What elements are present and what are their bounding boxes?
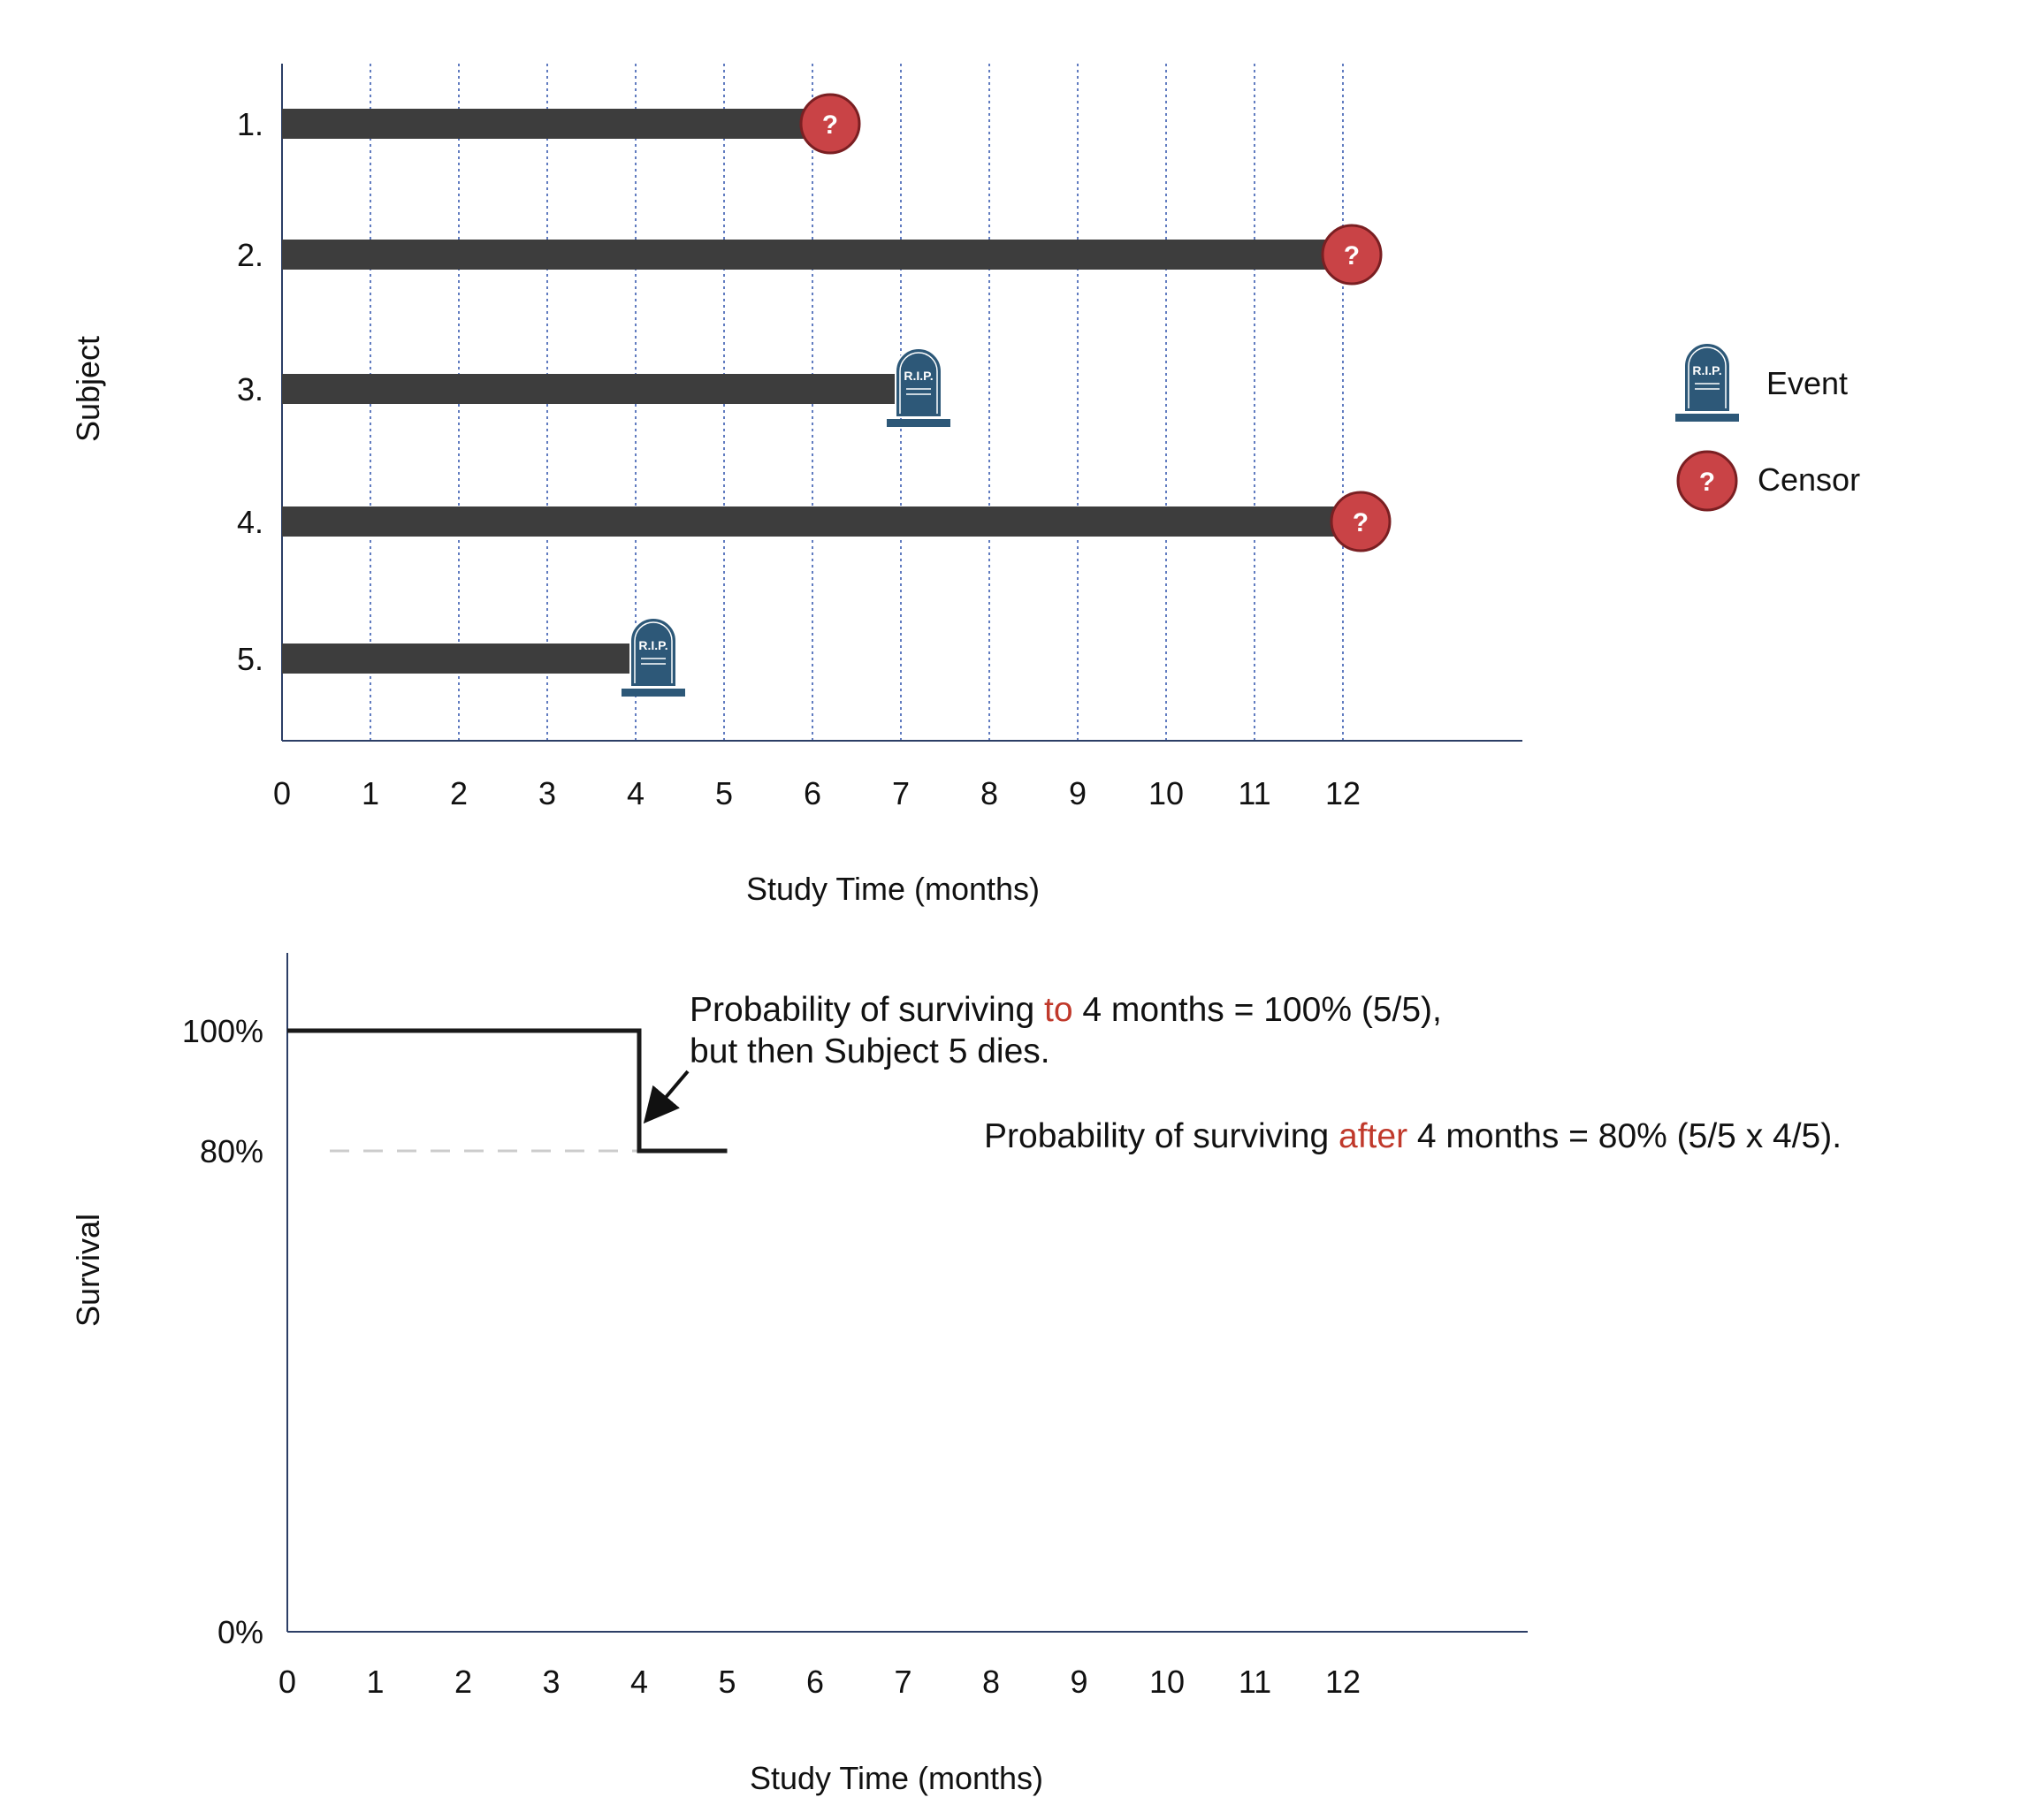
survival-panel: 100%80%0% 0 1 2 3 4 5 6 7 8 9 10 11 12 Survival Stud…	[70, 953, 1842, 1796]
annotation-after-highlight: after	[1339, 1117, 1407, 1155]
tombstone-inner-outline	[899, 352, 938, 414]
annotation-to-highlight: to	[1044, 991, 1073, 1029]
tombstone-shape	[629, 617, 677, 688]
subject-bar	[282, 109, 812, 139]
subject-label: 2.	[237, 237, 263, 273]
x-tick-label: 7	[892, 775, 910, 811]
legend-censor-icon: ?	[1676, 450, 1738, 512]
x-tick-label: 5	[715, 775, 733, 811]
subject-label: 1.	[237, 106, 263, 142]
tombstone-shape	[1683, 342, 1731, 413]
annotation-arrow	[643, 1070, 690, 1124]
timeline-x-tick-labels: 0 1 2 3 4 5 6 7 8 9 10 11 12	[273, 775, 1361, 811]
censor-circle	[1330, 491, 1392, 552]
tombstone-label: R.I.P.	[638, 638, 667, 652]
x-tick-label: 6	[804, 775, 821, 811]
x-tick-label: 9	[1069, 775, 1087, 811]
annotation-after-text-a: Probability of surviving	[984, 1117, 1339, 1155]
survival-y-tick-labels: 100% 80% 0%	[182, 1013, 263, 1650]
x-tick-label: 3	[538, 775, 556, 811]
annotation-to-text-a: Probability of surviving	[690, 991, 1044, 1029]
subject-bar	[282, 506, 1343, 537]
timeline-y-axis-title: Subject	[70, 336, 106, 442]
annotation-to-line1: Probability of surviving to 4 months = 1…	[690, 991, 1442, 1029]
x-tick-label: 2	[454, 1664, 472, 1700]
censor-circle	[1321, 224, 1383, 286]
censor-glyph: ?	[1344, 241, 1360, 270]
tombstone-inner-outline	[634, 621, 673, 683]
timeline-markers: ?? R.I.P.? R.I.P.	[622, 93, 1392, 697]
x-tick-label: 7	[894, 1664, 911, 1700]
censor-marker: ?	[1330, 491, 1392, 552]
survival-curve	[287, 1028, 728, 1154]
x-tick-label: 11	[1239, 1664, 1271, 1700]
event-marker: R.I.P.	[622, 617, 685, 697]
x-tick-label: 12	[1325, 775, 1361, 811]
censor-circle	[1676, 450, 1738, 512]
censor-glyph: ?	[1353, 508, 1369, 537]
censor-glyph: ?	[1699, 468, 1715, 497]
x-tick-label: 11	[1238, 775, 1270, 811]
tombstone-inner-outline	[1688, 347, 1727, 408]
censor-marker: ?	[799, 93, 861, 155]
legend-event-icon: R.I.P.	[1675, 342, 1739, 422]
y-tick-label: 0%	[217, 1614, 263, 1650]
x-tick-label: 6	[806, 1664, 824, 1700]
x-tick-label: 8	[982, 1664, 1000, 1700]
x-tick-label: 1	[362, 775, 379, 811]
survival-y-axis-title: Survival	[70, 1214, 106, 1327]
y-tick-label: 80%	[200, 1133, 263, 1169]
survival-x-tick-labels: 0 1 2 3 4 5 6 7 8 9 10 11 12	[278, 1664, 1361, 1700]
timeline-x-axis-title: Study Time (months)	[746, 871, 1040, 907]
x-tick-label: 8	[980, 775, 998, 811]
x-tick-label: 3	[542, 1664, 560, 1700]
annotation-after-text-b: 4 months = 80% (5/5 x 4/5).	[1407, 1117, 1842, 1155]
y-tick-label: 100%	[182, 1013, 263, 1049]
subject-bar	[282, 644, 637, 674]
annotation-to-text-b: 4 months = 100% (5/5),	[1073, 991, 1442, 1029]
timeline-bars	[282, 109, 1343, 674]
censor-glyph: ?	[822, 110, 838, 140]
x-tick-label: 9	[1070, 1664, 1087, 1700]
tombstone-base	[622, 689, 685, 697]
tombstone-shape	[895, 347, 942, 418]
legend: R.I.P. Event ? Censor	[1675, 342, 1860, 512]
x-tick-label: 12	[1325, 1664, 1361, 1700]
x-tick-label: 4	[630, 1664, 648, 1700]
timeline-panel: ??R.I.P.?R.I.P. 1.2.3.4.5. 0 1 2 3 4 5 6 7 8 9 10 1…	[70, 64, 1860, 907]
x-tick-label: 1	[366, 1664, 384, 1700]
subject-label: 5.	[237, 641, 263, 677]
x-tick-label: 0	[278, 1664, 296, 1700]
x-tick-label: 4	[627, 775, 644, 811]
subject-bar	[282, 374, 903, 404]
x-tick-label: 0	[273, 775, 291, 811]
x-tick-label: 10	[1148, 775, 1184, 811]
x-tick-label: 10	[1149, 1664, 1185, 1700]
censor-marker: ?	[1321, 224, 1383, 286]
event-marker: R.I.P.	[887, 347, 950, 427]
timeline-subject-labels: 1. 2. 3. 4. 5.	[237, 106, 263, 677]
subject-label: 3.	[237, 371, 263, 407]
x-tick-label: 5	[718, 1664, 736, 1700]
censor-circle	[799, 93, 861, 155]
tombstone-label: R.I.P.	[1692, 363, 1721, 377]
survival-x-axis-title: Study Time (months)	[750, 1760, 1043, 1796]
x-tick-label: 2	[450, 775, 468, 811]
legend-censor-label: Censor	[1758, 461, 1860, 498]
tombstone-base	[1675, 414, 1739, 422]
annotation-to-line2: but then Subject 5 dies.	[690, 1032, 1050, 1070]
tombstone-label: R.I.P.	[904, 369, 933, 383]
subject-label: 4.	[237, 504, 263, 540]
legend-event-label: Event	[1766, 365, 1848, 401]
subject-bar	[282, 240, 1334, 270]
tombstone-base	[887, 419, 950, 427]
annotation-after: Probability of surviving after 4 months …	[984, 1117, 1842, 1155]
